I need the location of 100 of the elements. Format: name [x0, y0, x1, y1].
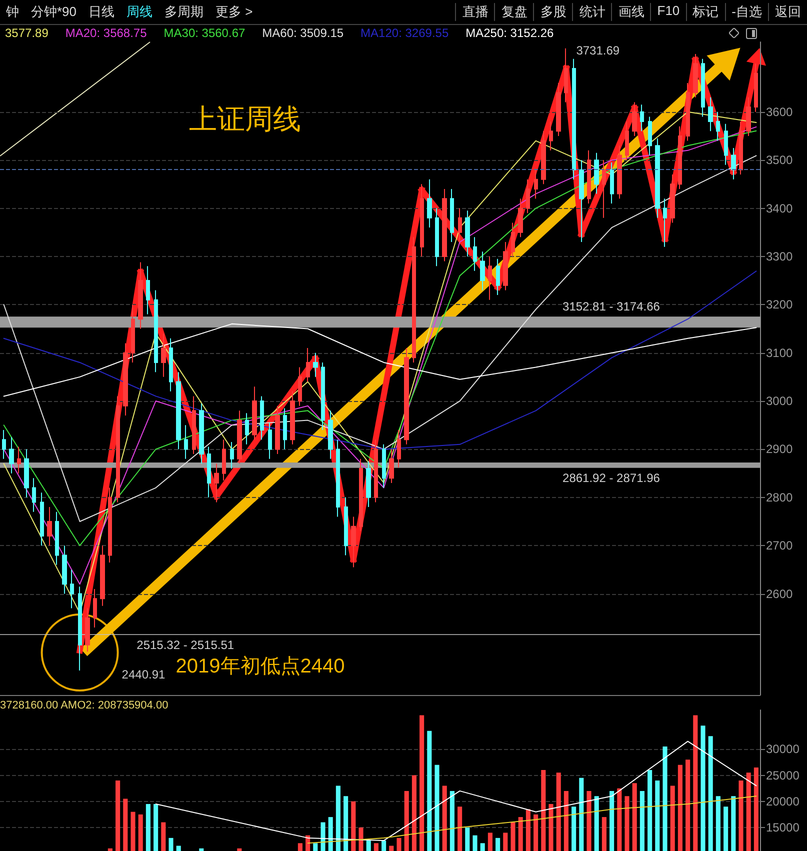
candlestick [701, 58, 705, 118]
text: F10 [650, 3, 686, 21]
candlestick [480, 251, 485, 291]
candlestick [496, 258, 500, 296]
candlestick [465, 210, 470, 257]
candlestick [640, 104, 644, 132]
candlestick [230, 441, 234, 469]
candlestick [199, 402, 204, 464]
text: MA120: 3269.55 [360, 26, 449, 40]
line-series [155, 740, 757, 842]
text: 更多 > [214, 3, 254, 21]
candlestick [534, 169, 538, 200]
candlestick [78, 586, 82, 671]
candlestick [746, 96, 751, 136]
text: 周线 [126, 3, 154, 21]
candlestick [420, 184, 424, 257]
candlestick [556, 82, 561, 136]
candlestick [663, 198, 667, 248]
candlestick [359, 458, 363, 532]
candlestick [237, 410, 242, 464]
text: 返回 [768, 3, 807, 21]
candlestick [252, 386, 257, 440]
candlestick [435, 208, 439, 267]
y-tick-label: 3400 [766, 201, 794, 216]
y-tick-label: 3600 [766, 104, 794, 119]
candlestick [731, 148, 736, 180]
candlestick [617, 145, 622, 200]
candlestick [70, 569, 74, 609]
text: 直播 [455, 3, 494, 21]
band-label: 2861.92 - 2871.96 [562, 470, 660, 485]
candlestick [632, 102, 637, 136]
candlestick [549, 121, 553, 151]
candlestick [686, 82, 690, 142]
candlestick [40, 492, 44, 546]
candlestick [2, 429, 6, 460]
candlestick [9, 436, 14, 474]
text: 多周期 [164, 3, 205, 21]
candlestick [526, 178, 530, 214]
candlestick [184, 424, 188, 460]
candlestick [716, 111, 720, 142]
candlestick [412, 236, 416, 363]
candlestick [47, 506, 52, 546]
candlestick [222, 439, 226, 482]
band-label: 3152.81 - 3174.66 [562, 300, 660, 314]
candlestick [169, 338, 173, 392]
candlestick [283, 408, 287, 450]
candlestick [754, 63, 758, 112]
candlestick [625, 121, 629, 161]
candlestick [268, 422, 272, 460]
candlestick [366, 460, 371, 508]
candlestick [724, 123, 728, 166]
text: 画线 [611, 3, 650, 21]
y-tick-label: 2800 [766, 490, 794, 504]
candlestick [511, 222, 515, 257]
candlestick [131, 304, 135, 363]
y-tick-label: 3300 [766, 249, 794, 264]
candlestick [564, 48, 568, 103]
candlestick [708, 96, 713, 132]
text: 上证周线 [189, 104, 301, 134]
text: -自选 [724, 3, 768, 21]
text: MA20: 3568.75 [65, 26, 148, 40]
text: 日线 [88, 3, 116, 21]
candlestick [579, 160, 584, 242]
y-tick-label: 20000 [766, 794, 800, 808]
candlestick [655, 138, 660, 218]
candlestick [648, 116, 652, 156]
candlestick [154, 290, 158, 373]
candlestick [587, 150, 591, 204]
text: 统计 [572, 3, 612, 21]
candlestick [739, 121, 743, 176]
candlestick [85, 608, 90, 652]
y-tick-label: 2900 [766, 442, 794, 456]
candlestick [321, 362, 325, 430]
candlestick [100, 545, 105, 606]
candlestick [313, 352, 318, 378]
candlestick [678, 126, 682, 190]
text: 3577.89 [5, 26, 49, 40]
candlestick [32, 478, 36, 512]
band-label: 2515.32 - 2515.51 [136, 638, 234, 652]
candlestick [351, 516, 356, 568]
text: MA30: 3560.67 [164, 26, 246, 40]
candlestick [602, 160, 606, 218]
candlestick [62, 545, 67, 594]
annotation: 2019年初低点2440 [176, 655, 345, 678]
y-tick-label: 3200 [766, 298, 794, 312]
candlestick [290, 390, 295, 445]
annotation: 3728160.00 AMO2: 208735904.00 [0, 700, 168, 712]
text: 分钟*90 [30, 3, 78, 21]
candlestick [207, 446, 211, 498]
text: 复盘 [494, 3, 534, 21]
candlestick [192, 396, 196, 455]
candlestick [17, 446, 21, 474]
candlestick [55, 511, 59, 566]
candlestick [138, 262, 143, 330]
candlestick [116, 396, 120, 503]
candlestick [693, 54, 698, 98]
candlestick [389, 448, 394, 484]
candlestick [572, 58, 576, 180]
candlestick [518, 198, 523, 238]
candlestick [93, 588, 97, 628]
